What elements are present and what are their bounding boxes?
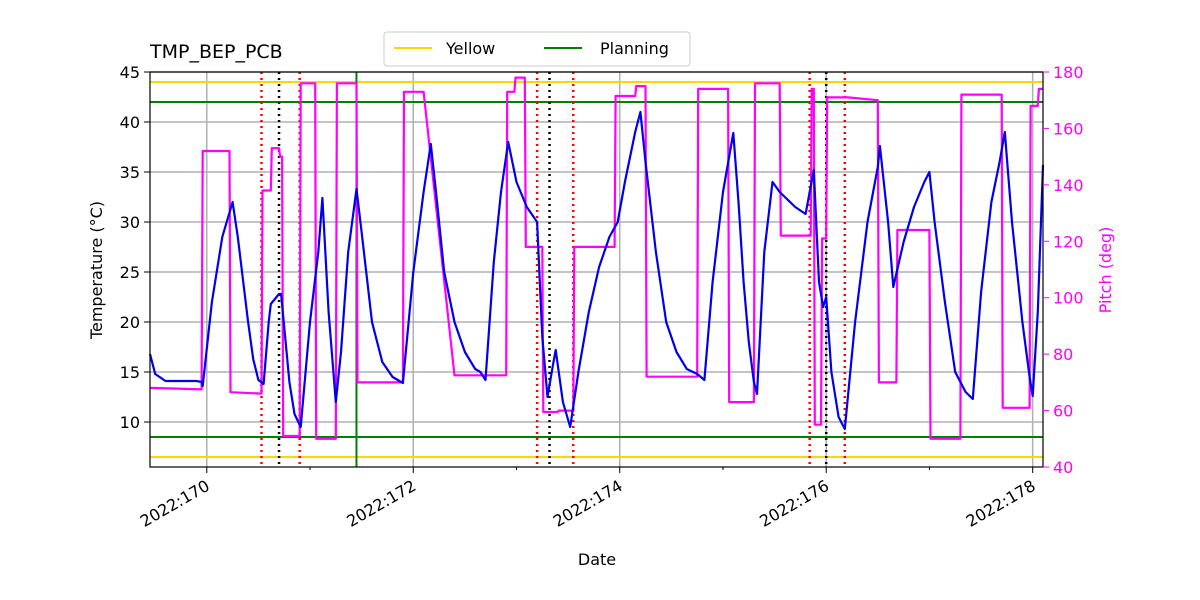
y2-tick-label: 100 [1053, 289, 1084, 308]
y-axis-left: 10 15 20 25 30 35 40 45 [120, 63, 150, 432]
x-axis: 2022:170 2022:172 2022:174 2022:176 2022:178 [137, 467, 1039, 531]
y2-tick-label: 40 [1053, 458, 1073, 477]
y2-tick-label: 60 [1053, 402, 1073, 421]
y-tick-label: 45 [120, 63, 140, 82]
y-tick-label: 40 [120, 113, 140, 132]
event-markers [260, 72, 847, 467]
x-tick-label: 2022:174 [550, 476, 626, 531]
y-tick-label: 30 [120, 213, 140, 232]
data-series [148, 76, 1045, 440]
y2-tick-label: 160 [1053, 119, 1084, 138]
x-tick-label: 2022:176 [756, 476, 832, 531]
x-tick-label: 2022:170 [137, 476, 213, 531]
legend-label-planning: Planning [600, 39, 669, 58]
plot-frame [149, 71, 1044, 468]
y2-tick-label: 120 [1053, 232, 1084, 251]
x-tick-label: 2022:178 [963, 476, 1039, 531]
legend-box [383, 31, 691, 67]
y-tick-label: 15 [120, 363, 140, 382]
y2-tick-label: 140 [1053, 176, 1084, 195]
y-axis-label: Temperature (°C) [87, 201, 106, 340]
y-tick-label: 10 [120, 413, 140, 432]
y-tick-label: 35 [120, 163, 140, 182]
y-tick-label: 25 [120, 263, 140, 282]
x-tick-label: 2022:172 [343, 476, 419, 531]
chart-title: TMP_BEP_PCB [149, 41, 283, 63]
x-axis-label: Date [578, 550, 616, 569]
y-axis-right: 40 60 80 100 120 140 160 180 [1043, 63, 1084, 477]
y2-tick-label: 180 [1053, 63, 1084, 82]
legend-label-yellow: Yellow [445, 39, 495, 58]
y2-tick-label: 80 [1053, 345, 1073, 364]
y-tick-label: 20 [120, 313, 140, 332]
pitch-line [150, 76, 1043, 440]
temperature-line [148, 110, 1045, 431]
legend: Yellow Planning [383, 31, 691, 67]
y2-axis-label: Pitch (deg) [1096, 227, 1115, 314]
